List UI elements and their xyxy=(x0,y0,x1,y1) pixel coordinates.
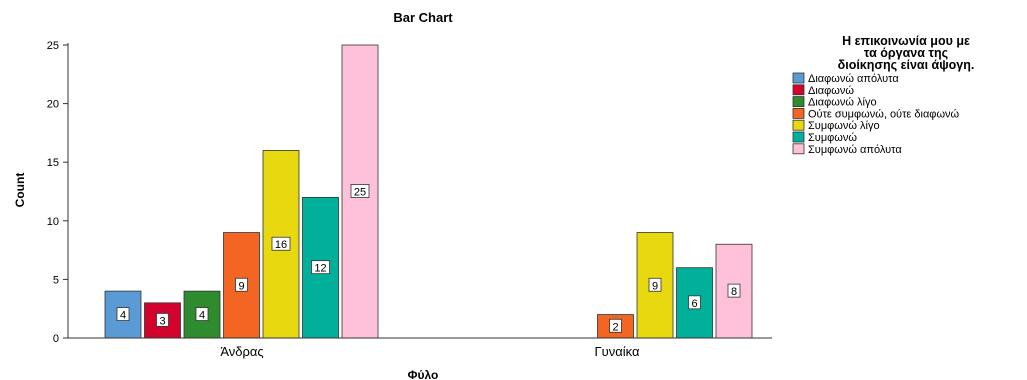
data-label-box xyxy=(727,283,741,298)
y-tick-label: 0 xyxy=(53,333,59,345)
y-tick-label: 10 xyxy=(47,216,59,228)
data-label-box xyxy=(156,313,169,327)
legend-swatch xyxy=(792,131,805,143)
data-label: 6 xyxy=(691,298,697,310)
legend-swatch xyxy=(792,96,805,107)
data-label-box xyxy=(195,307,209,321)
data-label-box xyxy=(688,295,701,310)
y-axis: 0 5 10 15 20 25 xyxy=(47,40,69,345)
data-label-box xyxy=(235,277,248,292)
x-axis-title: Φύλο xyxy=(408,368,439,380)
legend-title: τα όργανα της xyxy=(864,46,948,60)
legend-title: Η επικοινωνία μου με xyxy=(842,34,970,48)
y-tick-label: 20 xyxy=(47,99,59,111)
data-label-box xyxy=(271,236,291,251)
legend-label: Διαφωνώ απόλυτα xyxy=(808,73,899,85)
chart-title: Bar Chart xyxy=(393,10,453,25)
legend-title: διοίκησης είναι άψογη. xyxy=(838,58,975,72)
data-label-box xyxy=(350,184,370,198)
legend-label: Συμφωνώ xyxy=(808,132,857,144)
legend-label: Συμφωνώ λίγο xyxy=(808,120,880,132)
data-label: 4 xyxy=(199,310,205,322)
x-tick-label: Γυναίκα xyxy=(594,344,640,359)
legend-label: Συμφωνώ απόλυτα xyxy=(808,144,902,156)
data-label-box xyxy=(609,318,622,333)
bar-1-4 xyxy=(636,232,674,339)
data-label: 2 xyxy=(612,321,618,333)
data-label-box xyxy=(311,260,330,275)
x-tick-label: Άνδρας xyxy=(220,344,263,359)
y-axis-title: Count xyxy=(13,173,27,208)
data-label: 9 xyxy=(652,280,658,292)
data-label: 8 xyxy=(731,286,737,298)
data-label: 4 xyxy=(120,310,126,322)
legend-label: Διαφωνώ xyxy=(808,85,854,97)
y-tick-label: 15 xyxy=(47,157,59,169)
data-label-box xyxy=(116,307,130,321)
legend-swatch xyxy=(792,108,805,119)
legend-swatch xyxy=(792,143,805,155)
bars-group: 4 3 4 9 16 12 25 2 9 6 8 xyxy=(104,44,753,339)
legend-swatch xyxy=(792,119,805,131)
legend-swatch xyxy=(792,72,805,84)
x-axis: Άνδρας Γυναίκα xyxy=(68,337,772,359)
data-label: 25 xyxy=(354,187,366,199)
data-label: 3 xyxy=(159,315,165,327)
y-tick-label: 25 xyxy=(47,40,59,52)
data-label: 16 xyxy=(275,239,287,251)
legend-label: Διαφωνώ λίγο xyxy=(808,97,877,109)
data-label: 12 xyxy=(314,263,326,275)
legend-swatch xyxy=(792,84,805,96)
data-label: 9 xyxy=(238,280,244,292)
legend-label: Ούτε συμφωνώ, ούτε διαφωνώ xyxy=(808,108,960,120)
data-label-box xyxy=(648,277,662,292)
y-tick-label: 5 xyxy=(53,274,59,286)
